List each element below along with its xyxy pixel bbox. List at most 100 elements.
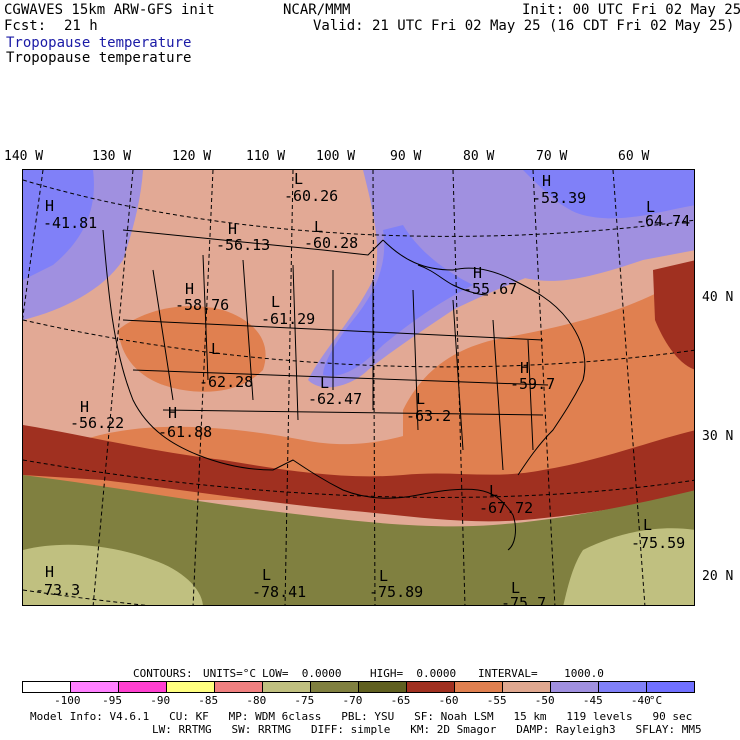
- lon-label: 90 W: [390, 149, 422, 164]
- high-label: HIGH= 0.0000: [370, 667, 457, 680]
- colorbar-swatch: [551, 682, 599, 692]
- cold-tongue-inner: [323, 225, 473, 376]
- colorbar-swatch: [647, 682, 694, 692]
- extremum-value: -41.81: [43, 214, 98, 232]
- extremum-kind: L: [320, 374, 330, 392]
- lon-label: 140 W: [4, 149, 44, 164]
- extremum-kind: L: [294, 170, 304, 188]
- colorbar-label: -60: [438, 694, 459, 707]
- low-label: LOW= 0.0000: [262, 667, 342, 680]
- colorbar-label: -80: [246, 694, 267, 707]
- extremum-value: -53.39: [532, 189, 587, 207]
- colorbar-label: -45: [582, 694, 603, 707]
- colorbar-label: -55: [486, 694, 507, 707]
- extremum-value: -73.3: [35, 581, 81, 599]
- warm-band-east: [403, 280, 694, 460]
- boundaries: [102, 229, 586, 551]
- colorbar-label: -100: [54, 694, 81, 707]
- extremum-value: -75.89: [369, 583, 424, 601]
- tropopause-temperature-map: H -41.81 L -60.26 L -60.28 H -56.13 H -5…: [22, 169, 695, 606]
- extremum-value: -61.29: [261, 310, 316, 328]
- extremum-value: -60.28: [304, 234, 359, 252]
- lon-label: 80 W: [463, 149, 495, 164]
- forecast-hour: 21 h: [64, 18, 98, 34]
- dark-red-east: [653, 260, 694, 370]
- colorbar-label: °C: [648, 694, 663, 707]
- lon-label: 120 W: [172, 149, 212, 164]
- lat-label: 20 N: [702, 569, 734, 584]
- extremum-kind: H: [45, 197, 55, 215]
- extremum-kind: H: [168, 404, 178, 422]
- dark-red-band: [23, 425, 694, 522]
- units-label: UNITS=°C: [203, 667, 256, 680]
- extremum-value: -61.88: [158, 423, 213, 441]
- valid-time: Valid: 21 UTC Fri 02 May 25 (16 CDT Fri …: [313, 18, 735, 34]
- colorbar-swatch: [407, 682, 455, 692]
- lon-label: 100 W: [316, 149, 356, 164]
- map-field-svg: [23, 170, 694, 605]
- lon-label: 110 W: [246, 149, 286, 164]
- colorbar-swatch: [455, 682, 503, 692]
- field-title-primary: Tropopause temperature: [6, 35, 192, 51]
- colorbar-swatch: [167, 682, 215, 692]
- model-info-line2: LW: RRTMG SW: RRTMG DIFF: simple KM: 2D …: [152, 723, 702, 736]
- extremum-value: -60.26: [284, 187, 339, 205]
- lon-label: 70 W: [536, 149, 568, 164]
- colorbar-label: -65: [390, 694, 411, 707]
- olive-band: [23, 475, 694, 605]
- extremum-kind: L: [489, 482, 499, 500]
- extremum-value: -63.2: [406, 407, 452, 425]
- extremum-value: -62.47: [308, 390, 363, 408]
- extremum-value: -58.76: [175, 296, 230, 314]
- model-title: CGWAVES 15km ARW-GFS init: [4, 2, 215, 18]
- interval-label: INTERVAL= 1000.0: [478, 667, 604, 680]
- extremum-kind: L: [643, 516, 653, 534]
- extremum-kind: H: [520, 359, 530, 377]
- extremum-kind: L: [511, 579, 521, 597]
- extremum-kind: H: [80, 398, 90, 416]
- org-label: NCAR/MMM: [283, 2, 351, 18]
- init-time: Init: 00 UTC Fri 02 May 25: [522, 2, 740, 18]
- extremum-kind: L: [416, 390, 426, 408]
- cold-tongue-core: [403, 170, 694, 219]
- lon-label: 130 W: [92, 149, 132, 164]
- colorbar-swatch: [503, 682, 551, 692]
- light-olive-southeast: [563, 528, 694, 605]
- light-olive-southwest: [23, 544, 203, 605]
- extremum-kind: L: [314, 218, 324, 236]
- colorbar-swatch: [359, 682, 407, 692]
- extremum-value: -62.28: [199, 373, 254, 391]
- contours-label: CONTOURS:: [133, 667, 193, 680]
- model-info-line1: Model Info: V4.6.1 CU: KF MP: WDM 6class…: [30, 710, 693, 723]
- lat-label: 40 N: [702, 290, 734, 305]
- extremum-kind: L: [271, 293, 281, 311]
- colorbar-label: -40: [630, 694, 651, 707]
- forecast-label: Fcst:: [4, 18, 47, 34]
- colorbar-label: -95: [102, 694, 123, 707]
- extremum-kind: H: [185, 280, 195, 298]
- extremum-kind: L: [262, 566, 272, 584]
- colorbar-swatch: [23, 682, 71, 692]
- colorbar-swatch: [311, 682, 359, 692]
- colorbar-swatch: [263, 682, 311, 692]
- extremum-kind: L: [211, 340, 221, 358]
- lat-label: 30 N: [702, 429, 734, 444]
- colorbar-label: -85: [198, 694, 219, 707]
- extremum-value: -75.7: [501, 594, 547, 606]
- extremum-kind: H: [542, 172, 552, 190]
- extremum-value: -64.74: [636, 212, 691, 230]
- colorbar: [22, 681, 695, 693]
- colorbar-swatch: [215, 682, 263, 692]
- extremum-kind: H: [228, 220, 238, 238]
- extremum-value: -75.59: [631, 534, 686, 552]
- extremum-kind: H: [45, 563, 55, 581]
- extremum-value: -78.41: [252, 583, 307, 601]
- extremum-value: -56.22: [70, 414, 125, 432]
- extremum-value: -59.7: [510, 375, 556, 393]
- colorbar-swatch: [119, 682, 167, 692]
- extremum-value: -67.72: [479, 499, 534, 517]
- extremum-value: -56.13: [216, 236, 271, 254]
- cold-core-northwest: [23, 170, 94, 280]
- extremum-kind: H: [473, 264, 483, 282]
- colorbar-label: -70: [342, 694, 363, 707]
